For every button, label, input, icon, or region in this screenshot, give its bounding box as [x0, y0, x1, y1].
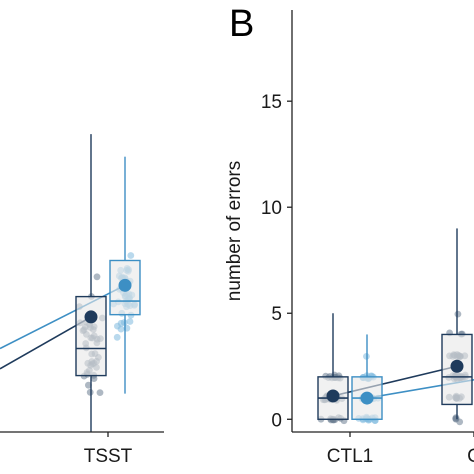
y-tick-label: 10 [261, 198, 282, 219]
mean-marker [360, 391, 374, 405]
box-plots [0, 134, 474, 432]
mean-marker [450, 359, 464, 373]
mean-marker [84, 310, 98, 324]
data-point [90, 375, 98, 382]
y-axis-title: number of errors [224, 161, 245, 301]
y-tick-label: 15 [261, 92, 282, 113]
y-tick-label: 5 [271, 304, 282, 325]
trend-line [0, 284, 126, 350]
data-point [113, 333, 121, 341]
box [75, 295, 107, 377]
data-point [127, 252, 135, 259]
mean-marker [118, 278, 132, 292]
x-tick-label: CTL1 [327, 446, 373, 467]
axes [0, 10, 474, 437]
data-point [126, 318, 134, 325]
panel-label: B [229, 3, 254, 45]
y-tick-label: 0 [271, 410, 282, 431]
mean-marker [326, 389, 340, 403]
data-point [117, 325, 125, 333]
data-point [85, 381, 92, 389]
x-tick-label: TSST [84, 446, 133, 467]
data-point [454, 310, 462, 318]
labels: TSST CTL1 C 0 5 10 15 number of errors B [84, 3, 474, 467]
data-point [120, 319, 128, 326]
data-point [96, 389, 104, 396]
x-tick-label: C [467, 446, 474, 467]
data-point [452, 415, 460, 422]
data-point [93, 273, 101, 281]
data-point [86, 388, 94, 396]
